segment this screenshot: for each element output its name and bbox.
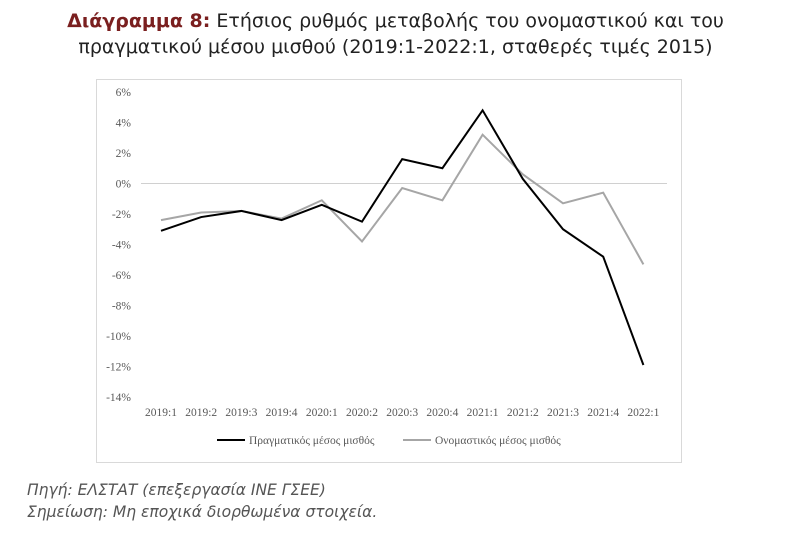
chart-area: 6% 4% 2% 0% -2% -4% -6% -8% -10% -12% -14% 2019:1 20… [96,79,682,463]
x-tick-label: 2020:3 [386,407,418,419]
y-tick-label: 6% [116,87,132,99]
x-tick-label: 2019:1 [145,407,177,419]
x-tick-label: 2021:3 [547,407,579,419]
y-tick-label: -8% [112,301,132,313]
chart-number: Διάγραμμα 8: [67,10,211,32]
x-tick-label: 2019:3 [225,407,257,419]
line-chart: 6% 4% 2% 0% -2% -4% -6% -8% -10% -12% -14% 2019:1 20… [106,87,667,447]
legend-label: Πραγματικός μέσος μισθός [249,435,375,447]
y-tick-label: -2% [112,209,132,221]
y-tick-label: -10% [106,331,131,343]
chart-title: Διάγραμμα 8: Ετήσιος ρυθμός μεταβολής το… [0,8,791,60]
x-tick-label: 2021:4 [587,407,619,419]
x-tick-label: 2019:4 [266,407,298,419]
y-tick-label: 2% [116,148,132,160]
x-tick-label: 2021:2 [507,407,539,419]
remark-note: Σημείωση: Μη εποχικά διορθωμένα στοιχεία… [27,503,378,521]
y-tick-label: -4% [112,240,132,252]
y-tick-label: 0% [116,179,132,191]
x-tick-label: 2020:4 [426,407,458,419]
legend-label: Ονομαστικός μέσος μισθός [435,435,561,447]
y-tick-label: 4% [116,118,132,130]
x-tick-label: 2020:2 [346,407,378,419]
y-tick-label: -12% [106,362,131,374]
y-tick-label: -14% [106,392,131,404]
title-line2: πραγματικού μέσου μισθού (2019:1-2022:1,… [78,36,713,58]
x-tick-label: 2022:1 [627,407,659,419]
x-tick-label: 2021:1 [467,407,499,419]
source-note: Πηγή: ΕΛΣΤΑΤ (επεξεργασία ΙΝΕ ΓΣΕΕ) [27,481,326,499]
series-line-0 [160,108,645,366]
title-line1: Ετήσιος ρυθμός μεταβολής του ονομαστικού… [210,10,724,32]
footer: Πηγή: ΕΛΣΤΑΤ (επεξεργασία ΙΝΕ ΓΣΕΕ) Σημε… [27,479,377,523]
x-tick-label: 2020:1 [306,407,338,419]
series-line-1 [160,133,645,265]
y-tick-label: -6% [112,270,132,282]
x-tick-label: 2019:2 [185,407,217,419]
